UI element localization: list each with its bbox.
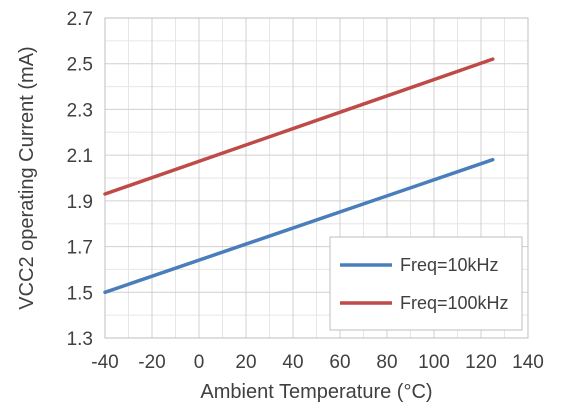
y-tick-label: 1.3 bbox=[67, 329, 93, 350]
legend-box bbox=[329, 236, 523, 331]
series-lines bbox=[103, 57, 495, 295]
y-axis-title: VCC2 operating Current (mA) bbox=[16, 46, 38, 309]
legend-label: Freq=100kHz bbox=[400, 293, 509, 313]
y-tick-label: 2.3 bbox=[67, 100, 93, 121]
legend: Freq=10kHz Freq=100kHz bbox=[329, 236, 523, 331]
y-tick-label: 1.9 bbox=[67, 192, 93, 213]
x-axis-title: Ambient Temperature (°C) bbox=[200, 381, 432, 403]
legend-label: Freq=10kHz bbox=[400, 255, 499, 275]
x-tick-label: 100 bbox=[418, 352, 450, 373]
x-tick-label: 40 bbox=[282, 352, 303, 373]
x-tick-label: 0 bbox=[194, 352, 205, 373]
y-tick-label: 2.7 bbox=[67, 9, 93, 30]
x-tick-label: -20 bbox=[138, 352, 165, 373]
y-tick-label: 1.7 bbox=[67, 238, 93, 259]
y-axis-tick-labels: 1.3 1.5 1.7 1.9 2.1 2.3 2.5 2.7 bbox=[67, 9, 93, 350]
x-tick-label: -40 bbox=[91, 352, 118, 373]
x-tick-label: 60 bbox=[329, 352, 350, 373]
x-axis-tick-labels: -40 -20 0 20 40 60 80 100 120 140 bbox=[91, 352, 544, 373]
y-tick-label: 2.5 bbox=[67, 55, 93, 76]
x-tick-label: 140 bbox=[512, 352, 544, 373]
x-tick-label: 120 bbox=[465, 352, 497, 373]
x-tick-label: 20 bbox=[235, 352, 256, 373]
x-tick-label: 80 bbox=[376, 352, 397, 373]
series-line bbox=[103, 157, 495, 295]
y-tick-label: 1.5 bbox=[67, 283, 93, 304]
y-tick-label: 2.1 bbox=[67, 146, 93, 167]
series-line bbox=[103, 57, 495, 196]
plot-area-frame bbox=[104, 17, 529, 339]
